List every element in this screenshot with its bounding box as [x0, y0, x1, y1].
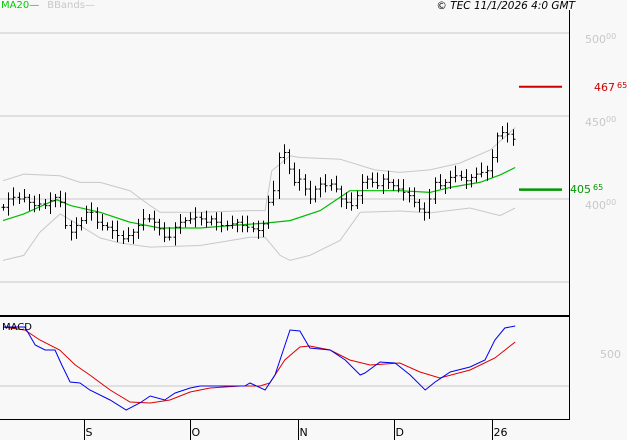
macd-axis-label: 500 [600, 348, 621, 361]
chart-legend: MA20— BBands— [1, 0, 95, 11]
macd-signal-line [2, 326, 516, 404]
support-level-dec: 65 [593, 183, 604, 192]
legend-ma20: MA20— [1, 0, 40, 11]
macd-line [3, 325, 516, 411]
legend-bbands: BBands— [47, 0, 95, 11]
macd-label: MACD [2, 322, 32, 333]
bollinger-bands [2, 127, 516, 261]
month-label: N [299, 426, 308, 439]
bb-upper-line [2, 127, 516, 213]
legend-ma20-text: MA20 [1, 0, 30, 11]
price-gridlines [0, 32, 569, 283]
month-label: S [85, 426, 93, 439]
resistance-level-int: 467 [594, 81, 615, 94]
support-level-int: 405 [570, 183, 591, 196]
ma20-polyline [2, 166, 516, 229]
bb-lower-line [2, 207, 516, 261]
price-bars [1, 122, 516, 246]
x-axis-ticks [84, 420, 493, 440]
resistance-level-dec: 65 [617, 81, 627, 90]
price-axis-label: 45000 [585, 115, 617, 129]
support-level-label: 405 65 [570, 183, 603, 196]
macd-chart [0, 325, 569, 411]
price-axis-label: 40000 [585, 198, 617, 212]
chart-frame [0, 10, 570, 420]
month-label: 26 [493, 426, 508, 439]
legend-bbands-text: BBands [47, 0, 85, 11]
resistance-level-label: 467 65 [594, 81, 627, 94]
copyright-timestamp: © TEC 11/1/2026 4:0 GMT [436, 0, 575, 12]
month-label: O [191, 426, 201, 439]
price-levels [519, 85, 562, 191]
ma20-line [2, 166, 516, 229]
month-label: D [395, 426, 404, 439]
price-axis-label: 50000 [585, 32, 617, 46]
